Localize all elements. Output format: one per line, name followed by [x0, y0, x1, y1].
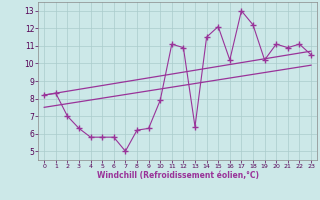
X-axis label: Windchill (Refroidissement éolien,°C): Windchill (Refroidissement éolien,°C): [97, 171, 259, 180]
